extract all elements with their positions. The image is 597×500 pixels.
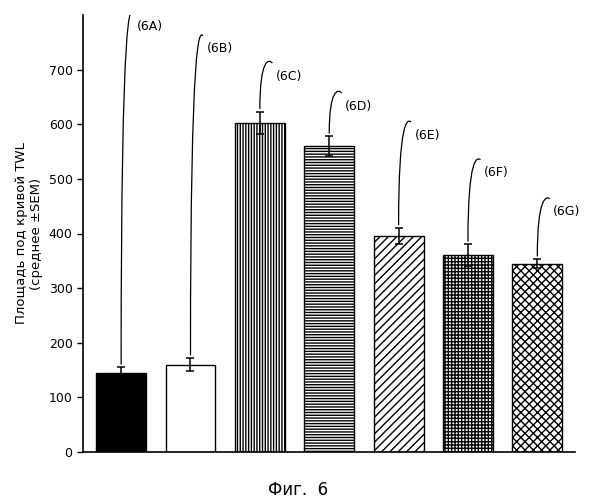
Bar [374,236,423,452]
Text: (6B): (6B) [207,42,233,56]
Bar [443,256,493,452]
Text: (6A): (6A) [137,20,163,34]
Text: Фиг.  6: Фиг. 6 [269,481,328,499]
Bar [304,146,354,452]
Bar [512,264,562,452]
Bar [235,122,285,452]
Text: (6C): (6C) [276,70,302,82]
Text: (6F): (6F) [484,166,509,179]
Bar [96,373,146,452]
Text: (6G): (6G) [553,205,581,218]
Y-axis label: Площадь под кривой TWL
(среднее ±SEM): Площадь под кривой TWL (среднее ±SEM) [15,142,43,324]
Text: (6E): (6E) [414,128,440,141]
Text: (6D): (6D) [345,100,373,112]
Bar [165,364,216,452]
